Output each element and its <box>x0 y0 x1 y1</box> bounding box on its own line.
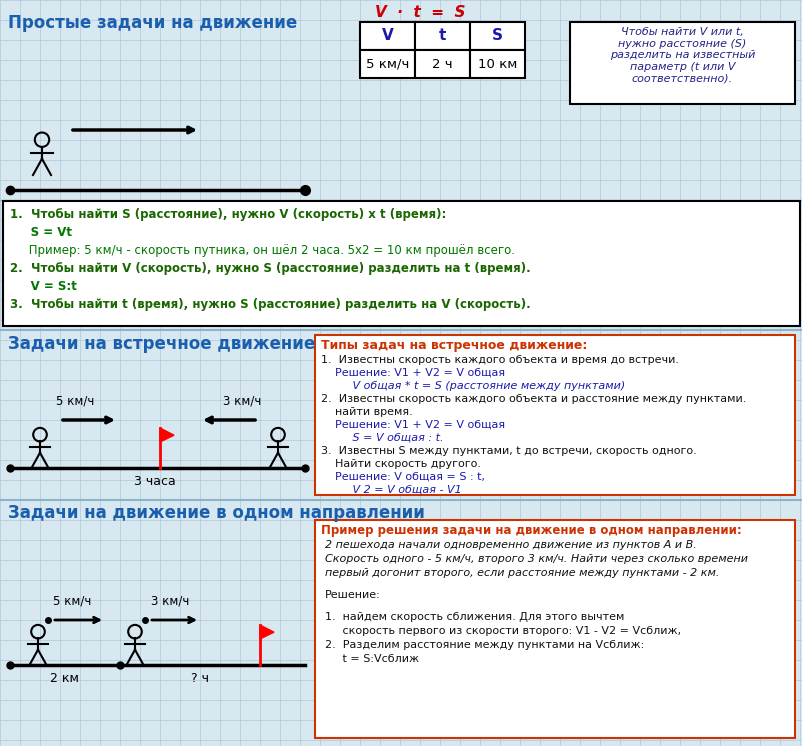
Text: найти время.: найти время. <box>321 407 412 417</box>
Text: V общая * t = S (расстояние между пунктами): V общая * t = S (расстояние между пункта… <box>321 381 625 391</box>
Text: 1.  Известны скорость каждого объекта и время до встречи.: 1. Известны скорость каждого объекта и в… <box>321 355 678 365</box>
Text: Задачи на движение в одном направлении: Задачи на движение в одном направлении <box>8 504 424 522</box>
Text: 2 км: 2 км <box>51 672 79 685</box>
Bar <box>314 520 794 738</box>
Text: Простые задачи на движение: Простые задачи на движение <box>8 14 297 32</box>
Bar <box>359 50 415 78</box>
Text: 2.  Чтобы найти V (скорость), нужно S (расстояние) разделить на t (время).: 2. Чтобы найти V (скорость), нужно S (ра… <box>10 262 530 275</box>
Text: Скорость одного - 5 км/ч, второго 3 км/ч. Найти через сколько времени: Скорость одного - 5 км/ч, второго 3 км/ч… <box>325 554 747 564</box>
Text: 3 км/ч: 3 км/ч <box>151 594 189 607</box>
Text: 5 км/ч: 5 км/ч <box>53 594 91 607</box>
Text: 3 часа: 3 часа <box>134 475 176 488</box>
Text: t = S:Vcближ: t = S:Vcближ <box>325 654 419 664</box>
Text: Чтобы найти V или t,
нужно расстояние (S)
разделить на известный
параметр (t или: Чтобы найти V или t, нужно расстояние (S… <box>609 27 754 84</box>
Text: 2.  Известны скорость каждого объекта и расстояние между пунктами.: 2. Известны скорость каждого объекта и р… <box>321 394 745 404</box>
Text: ? ч: ? ч <box>191 672 209 685</box>
Text: V  ·  t  =  S: V · t = S <box>375 5 464 20</box>
Text: первый догонит второго, если расстояние между пунктами - 2 км.: первый догонит второго, если расстояние … <box>325 568 719 578</box>
Bar <box>469 22 525 50</box>
Text: Найти скорость другого.: Найти скорость другого. <box>321 459 480 469</box>
Text: Типы задач на встречное движение:: Типы задач на встречное движение: <box>321 339 586 352</box>
Text: 1.  Чтобы найти S (расстояние), нужно V (скорость) х t (время):: 1. Чтобы найти S (расстояние), нужно V (… <box>10 208 446 221</box>
Text: Пример: 5 км/ч - скорость путника, он шёл 2 часа. 5х2 = 10 км прошёл всего.: Пример: 5 км/ч - скорость путника, он шё… <box>10 244 514 257</box>
Bar <box>314 335 794 495</box>
Text: 3 км/ч: 3 км/ч <box>222 395 261 408</box>
Text: 5 км/ч: 5 км/ч <box>56 395 94 408</box>
Text: V 2 = V общая - V1: V 2 = V общая - V1 <box>321 485 461 495</box>
Text: Решение: V1 + V2 = V общая: Решение: V1 + V2 = V общая <box>321 368 504 378</box>
Text: Задачи на встречное движение: Задачи на встречное движение <box>8 335 315 353</box>
Text: t: t <box>438 28 446 43</box>
Text: V = S:t: V = S:t <box>10 280 77 293</box>
Text: Решение: V1 + V2 = V общая: Решение: V1 + V2 = V общая <box>321 420 504 430</box>
Text: 2 пешехода начали одновременно движение из пунктов А и В.: 2 пешехода начали одновременно движение … <box>325 540 696 550</box>
Text: 2 ч: 2 ч <box>431 57 452 71</box>
Text: 10 км: 10 км <box>477 57 516 71</box>
Text: 5 км/ч: 5 км/ч <box>366 57 409 71</box>
Text: S = Vt: S = Vt <box>10 226 72 239</box>
Text: 1.  найдем скорость сближения. Для этого вычтем: 1. найдем скорость сближения. Для этого … <box>325 612 624 622</box>
Text: Решение:: Решение: <box>325 590 380 600</box>
Text: S: S <box>492 28 502 43</box>
Bar <box>415 50 469 78</box>
Text: V: V <box>381 28 393 43</box>
Bar <box>469 50 525 78</box>
Text: скорость первого из скорости второго: V1 - V2 = Vcближ,: скорость первого из скорости второго: V1… <box>325 626 680 636</box>
Bar <box>359 22 415 50</box>
Bar <box>3 201 799 326</box>
Bar <box>569 22 794 104</box>
Text: 2.  Разделим расстояние между пунктами на Vcближ:: 2. Разделим расстояние между пунктами на… <box>325 640 643 650</box>
Text: 3.  Известны S между пунктами, t до встречи, скорость одного.: 3. Известны S между пунктами, t до встре… <box>321 446 696 456</box>
Text: Пример решения задачи на движение в одном направлении:: Пример решения задачи на движение в одно… <box>321 524 741 537</box>
Bar <box>415 22 469 50</box>
Text: 3.  Чтобы найти t (время), нужно S (расстояние) разделить на V (скорость).: 3. Чтобы найти t (время), нужно S (расст… <box>10 298 530 311</box>
Polygon shape <box>260 625 273 639</box>
Text: Решение: V общая = S : t,: Решение: V общая = S : t, <box>321 472 484 482</box>
Text: S = V общая : t.: S = V общая : t. <box>321 433 443 443</box>
Polygon shape <box>160 428 174 442</box>
